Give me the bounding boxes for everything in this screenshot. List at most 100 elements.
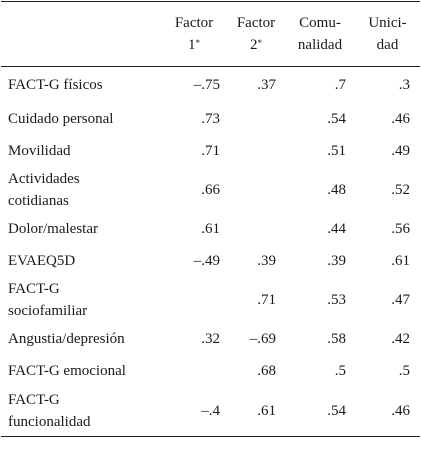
row-label-line1: Actividades	[8, 170, 80, 187]
cell-unicidad: .46	[355, 387, 420, 437]
header-factor-1-line2-wrap: 1*	[161, 34, 227, 56]
cell-factor-2-value: .37	[257, 76, 276, 93]
cell-comunalidad-value: .48	[327, 181, 346, 198]
cell-factor-2	[227, 213, 285, 245]
cell-comunalidad: .51	[285, 135, 355, 167]
header-factor-2-footnote-mark: *	[257, 38, 263, 48]
row-label-line1: FACT-G	[8, 280, 60, 297]
row-label-line1: Dolor/malestar	[8, 220, 98, 237]
cell-factor-2: –.69	[227, 323, 285, 355]
cell-comunalidad: .7	[285, 67, 355, 103]
cell-factor-1	[161, 355, 227, 387]
cell-factor-1: –.49	[161, 245, 227, 277]
header-factor-2-line1: Factor	[236, 15, 276, 31]
cell-unicidad: .46	[355, 103, 420, 135]
row-label: FACT-G emocional	[1, 355, 161, 387]
cell-factor-1: .66	[161, 167, 227, 213]
header-comunalidad-line1: Comu-	[299, 15, 341, 31]
header-unicidad-line2: dad	[376, 37, 399, 53]
cell-comunalidad-value: .54	[327, 403, 346, 420]
cell-unicidad-value: .47	[391, 291, 410, 308]
cell-factor-1-value: .71	[201, 142, 220, 159]
cell-factor-1-value: –.75	[193, 76, 220, 93]
cell-comunalidad-value: .5	[334, 362, 346, 379]
cell-comunalidad: .44	[285, 213, 355, 245]
cell-unicidad: .49	[355, 135, 420, 167]
cell-comunalidad-value: .39	[327, 252, 346, 269]
cell-unicidad-value: .42	[391, 330, 410, 347]
cell-factor-2: .39	[227, 245, 285, 277]
header-factor-1-footnote-mark: *	[195, 38, 201, 48]
cell-factor-2	[227, 103, 285, 135]
row-label-line1: FACT-G emocional	[8, 362, 126, 379]
cell-unicidad-value: .61	[391, 252, 410, 269]
header-comunalidad-line2: nalidad	[297, 37, 343, 53]
cell-comunalidad: .5	[285, 355, 355, 387]
cell-factor-2-value: –.69	[249, 330, 276, 347]
row-label-line2: sociofamiliar	[8, 302, 88, 319]
cell-factor-1-value: .66	[201, 181, 220, 198]
row-label-line1: Cuidado personal	[8, 110, 114, 127]
row-label-line2: funcionalidad	[8, 414, 91, 431]
cell-factor-1-value: .73	[201, 110, 220, 127]
cell-factor-2	[227, 167, 285, 213]
cell-unicidad: .52	[355, 167, 420, 213]
cell-factor-1-value: .61	[201, 220, 220, 237]
cell-comunalidad-value: .44	[327, 220, 346, 237]
table-row: Actividades cotidianas .66 .48 .52	[1, 167, 420, 213]
cell-factor-2	[227, 135, 285, 167]
cell-unicidad-value: .46	[391, 110, 410, 127]
cell-factor-2: .68	[227, 355, 285, 387]
header-factor-2-line2-wrap: 2*	[227, 34, 285, 56]
cell-comunalidad: .39	[285, 245, 355, 277]
table-row: FACT-G emocional .68 .5 .5	[1, 355, 420, 387]
cell-comunalidad-value: .58	[327, 330, 346, 347]
row-label: Movilidad	[1, 135, 161, 167]
header-unicidad: Unici- dad	[355, 2, 420, 67]
cell-unicidad-value: .46	[391, 403, 410, 420]
row-label-line1: EVAEQ5D	[8, 252, 76, 269]
cell-factor-2: .61	[227, 387, 285, 437]
cell-factor-2: .71	[227, 277, 285, 323]
header-factor-1-line1: Factor	[174, 15, 214, 31]
table-row: Dolor/malestar .61 .44 .56	[1, 213, 420, 245]
cell-factor-2-value: .71	[257, 291, 276, 308]
row-label: Dolor/malestar	[1, 213, 161, 245]
cell-factor-1-value: –.4	[201, 403, 220, 420]
row-label: FACT-G sociofamiliar	[1, 277, 161, 323]
cell-unicidad: .56	[355, 213, 420, 245]
cell-unicidad-value: .49	[391, 142, 410, 159]
row-label: EVAEQ5D	[1, 245, 161, 277]
table-header-row: Factor 1* Factor 2* Comu- nalidad Unici-…	[1, 1, 420, 67]
header-factor-1: Factor 1*	[161, 2, 227, 67]
cell-factor-2-value: .39	[257, 252, 276, 269]
row-label: FACT-G físicos	[1, 67, 161, 103]
cell-comunalidad: .53	[285, 277, 355, 323]
cell-comunalidad-value: .53	[327, 291, 346, 308]
row-label: Actividades cotidianas	[1, 167, 161, 213]
header-factor-2-line2: 2	[250, 37, 258, 53]
row-label-line1: Angustia/depresión	[8, 330, 125, 347]
cell-factor-1-value: .32	[201, 330, 220, 347]
cell-factor-1: .73	[161, 103, 227, 135]
cell-comunalidad-value: .54	[327, 110, 346, 127]
factor-analysis-table: Factor 1* Factor 2* Comu- nalidad Unici-…	[1, 1, 420, 437]
cell-comunalidad: .54	[285, 387, 355, 437]
cell-comunalidad: .54	[285, 103, 355, 135]
row-label: FACT-G funcionalidad	[1, 387, 161, 437]
table-row: Angustia/depresión .32 –.69 .58 .42	[1, 323, 420, 355]
cell-unicidad: .42	[355, 323, 420, 355]
cell-unicidad-value: .52	[391, 181, 410, 198]
cell-unicidad-value: .5	[398, 362, 410, 379]
table-row: Movilidad .71 .51 .49	[1, 135, 420, 167]
cell-factor-1: .71	[161, 135, 227, 167]
table-row: EVAEQ5D –.49 .39 .39 .61	[1, 245, 420, 277]
cell-comunalidad: .58	[285, 323, 355, 355]
cell-factor-1	[161, 277, 227, 323]
header-factor-2: Factor 2*	[227, 2, 285, 67]
cell-factor-1: –.75	[161, 67, 227, 103]
cell-factor-1: .61	[161, 213, 227, 245]
cell-comunalidad-value: .7	[334, 76, 346, 93]
row-label-line1: FACT-G físicos	[8, 76, 103, 93]
